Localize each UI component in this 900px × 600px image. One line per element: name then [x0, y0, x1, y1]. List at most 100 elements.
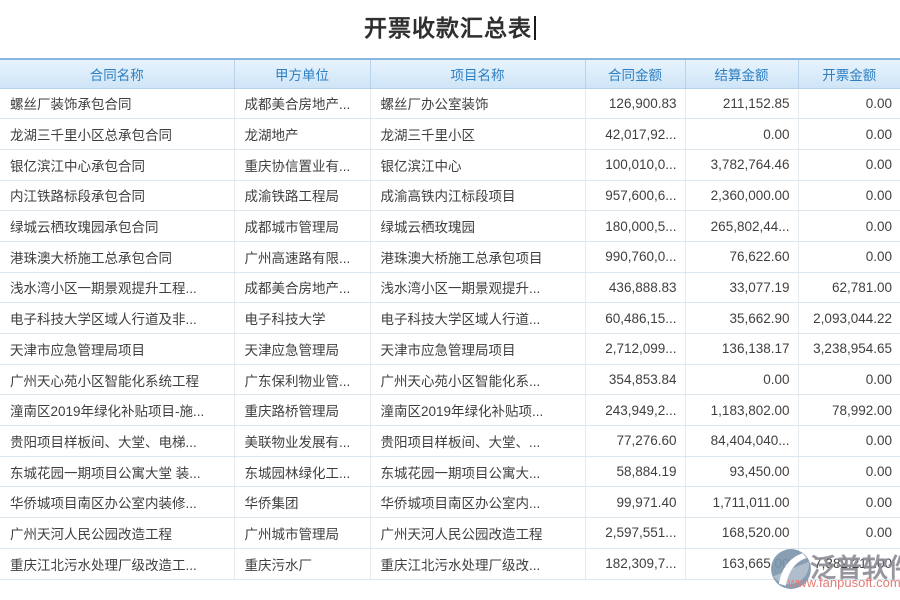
cell-contract-amount: 436,888.83: [584, 272, 685, 304]
title-bar: 开票收款汇总表: [0, 0, 900, 58]
cell-contract-amount: 990,760,0...: [584, 241, 685, 273]
cell-contract-name: 华侨城项目南区办公室内装修...: [0, 486, 234, 519]
cell-contract-name: 螺丝厂装饰承包合同: [0, 88, 234, 120]
table-row[interactable]: 天津市应急管理局项目 天津应急管理局 天津市应急管理局项目 2,712,099.…: [0, 333, 900, 365]
table-row[interactable]: 绿城云栖玫瑰园承包合同 成都城市管理局 绿城云栖玫瑰园 180,000,5...…: [0, 210, 900, 242]
column-header-settlement-amount[interactable]: 结算金额: [684, 58, 798, 89]
cell-contract-name: 港珠澳大桥施工总承包合同: [0, 241, 234, 273]
cell-party-a: 重庆协信置业有...: [233, 149, 370, 181]
cell-settlement-amount: 3,782,764.46: [684, 149, 798, 181]
cell-contract-name: 重庆江北污水处理厂级改造工...: [0, 548, 234, 580]
table-header: 合同名称 甲方单位 项目名称 合同金额 结算金额 开票金额: [0, 58, 900, 89]
cell-contract-amount: 100,010,0...: [584, 149, 685, 181]
cell-party-a: 成都美合房地产...: [233, 88, 370, 120]
table-row[interactable]: 内江铁路标段承包合同 成渝铁路工程局 成渝高铁内江标段项目 957,600,6.…: [0, 180, 900, 212]
table-row[interactable]: 广州天心苑小区智能化系统工程 广东保利物业管... 广州天心苑小区智能化系...…: [0, 364, 900, 396]
cell-settlement-amount: 93,450.00: [684, 456, 798, 488]
column-header-project-name[interactable]: 项目名称: [369, 58, 585, 89]
cell-settlement-amount: 35,662.90: [684, 302, 798, 334]
cell-project-name: 银亿滨江中心: [369, 149, 585, 181]
cell-contract-amount: 2,712,099...: [584, 333, 685, 365]
clipped-next-row: [0, 579, 900, 589]
cell-contract-name: 内江铁路标段承包合同: [0, 180, 234, 212]
cell-invoice-amount: 3,238,954.65: [797, 333, 900, 365]
cell-party-a: 成渝铁路工程局: [233, 180, 370, 212]
column-header-invoice-amount[interactable]: 开票金额: [797, 58, 900, 89]
cell-invoice-amount: 2,093,044.22: [797, 302, 900, 334]
cell-contract-name: 浅水湾小区一期景观提升工程...: [0, 272, 234, 304]
cell-contract-name: 龙湖三千里小区总承包合同: [0, 118, 234, 150]
cell-project-name: 贵阳项目样板间、大堂、...: [369, 425, 585, 457]
cell-invoice-amount: 0.00: [797, 486, 900, 519]
cell-project-name: 重庆江北污水处理厂级改...: [369, 548, 585, 580]
table-row[interactable]: 龙湖三千里小区总承包合同 龙湖地产 龙湖三千里小区 42,017,92... 0…: [0, 118, 900, 150]
cell-invoice-amount: 0.00: [797, 241, 900, 273]
table-row[interactable]: 电子科技大学区域人行道及非... 电子科技大学 电子科技大学区域人行道... 6…: [0, 302, 900, 334]
cell-contract-name: 天津市应急管理局项目: [0, 333, 234, 365]
column-header-party-a[interactable]: 甲方单位: [233, 58, 370, 89]
cell-invoice-amount: 0.00: [797, 88, 900, 120]
cell-contract-name: 贵阳项目样板间、大堂、电梯...: [0, 425, 234, 457]
cell-contract-amount: 77,276.60: [584, 425, 685, 457]
cell-contract-amount: 182,309,7...: [584, 548, 685, 580]
cell-contract-amount: 99,971.40: [584, 486, 685, 519]
column-header-contract-name[interactable]: 合同名称: [0, 58, 234, 89]
cell-contract-amount: 2,597,551...: [584, 517, 685, 549]
cell-settlement-amount: 76,622.60: [684, 241, 798, 273]
cell-invoice-amount: 0.00: [797, 364, 900, 396]
cell-contract-amount: 126,900.83: [584, 88, 685, 120]
watermark-brand-text: 泛普软件: [810, 553, 900, 583]
cell-project-name: 华侨城项目南区办公室内...: [369, 486, 585, 519]
cell-contract-name: 广州天河人民公园改造工程: [0, 517, 234, 549]
cell-contract-amount: 243,949,2...: [584, 394, 685, 427]
cell-contract-name: 东城花园一期项目公寓大堂 装...: [0, 456, 234, 488]
cell-project-name: 潼南区2019年绿化补贴项...: [369, 394, 585, 427]
cell-contract-amount: 180,000,5...: [584, 210, 685, 242]
cell-invoice-amount: 0.00: [797, 149, 900, 181]
cell-invoice-amount: 62,781.00: [797, 272, 900, 304]
cell-party-a: 广东保利物业管...: [233, 364, 370, 396]
cell-settlement-amount: 168,520.00: [684, 517, 798, 549]
cell-party-a: 美联物业发展有...: [233, 425, 370, 457]
column-header-contract-amount[interactable]: 合同金额: [584, 58, 685, 89]
cell-invoice-amount: 0.00: [797, 118, 900, 150]
table-row[interactable]: 螺丝厂装饰承包合同 成都美合房地产... 螺丝厂办公室装饰 126,900.83…: [0, 88, 900, 120]
table-row[interactable]: 银亿滨江中心承包合同 重庆协信置业有... 银亿滨江中心 100,010,0..…: [0, 149, 900, 181]
cell-settlement-amount: 265,802,44...: [684, 210, 798, 242]
cell-project-name: 龙湖三千里小区: [369, 118, 585, 150]
cell-party-a: 成都美合房地产...: [233, 272, 370, 304]
cell-settlement-amount: 1,711,011.00: [684, 486, 798, 519]
watermark-url-text: www.fanpusoft.com: [788, 575, 900, 590]
cell-party-a: 天津应急管理局: [233, 333, 370, 365]
table-row[interactable]: 港珠澳大桥施工总承包合同 广州高速路有限... 港珠澳大桥施工总承包项目 990…: [0, 241, 900, 273]
cell-settlement-amount: 0.00: [684, 118, 798, 150]
table-row[interactable]: 华侨城项目南区办公室内装修... 华侨集团 华侨城项目南区办公室内... 99,…: [0, 486, 900, 519]
cell-invoice-amount: 78,992.00: [797, 394, 900, 427]
cell-project-name: 电子科技大学区域人行道...: [369, 302, 585, 334]
cell-invoice-amount: 0.00: [797, 210, 900, 242]
cell-settlement-amount: 84,404,040...: [684, 425, 798, 457]
table-row[interactable]: 东城花园一期项目公寓大堂 装... 东城园林绿化工... 东城花园一期项目公寓大…: [0, 456, 900, 488]
table-row[interactable]: 广州天河人民公园改造工程 广州城市管理局 广州天河人民公园改造工程 2,597,…: [0, 517, 900, 549]
cell-party-a: 成都城市管理局: [233, 210, 370, 242]
cell-contract-amount: 42,017,92...: [584, 118, 685, 150]
cell-project-name: 绿城云栖玫瑰园: [369, 210, 585, 242]
summary-table: 合同名称 甲方单位 项目名称 合同金额 结算金额 开票金额 螺丝厂装饰承包合同 …: [0, 58, 900, 589]
table-row[interactable]: 浅水湾小区一期景观提升工程... 成都美合房地产... 浅水湾小区一期景观提升.…: [0, 272, 900, 304]
table-body: 螺丝厂装饰承包合同 成都美合房地产... 螺丝厂办公室装饰 126,900.83…: [0, 88, 900, 580]
cell-contract-name: 银亿滨江中心承包合同: [0, 149, 234, 181]
table-row[interactable]: 重庆江北污水处理厂级改造工... 重庆污水厂 重庆江北污水处理厂级改... 18…: [0, 548, 900, 580]
fanpu-logo-circle-icon: [771, 549, 811, 589]
cell-project-name: 天津市应急管理局项目: [369, 333, 585, 365]
cell-invoice-amount: 0.00: [797, 425, 900, 457]
cell-party-a: 电子科技大学: [233, 302, 370, 334]
table-row[interactable]: 贵阳项目样板间、大堂、电梯... 美联物业发展有... 贵阳项目样板间、大堂、.…: [0, 425, 900, 457]
cell-invoice-amount: 0.00: [797, 180, 900, 212]
table-row[interactable]: 潼南区2019年绿化补贴项目-施... 重庆路桥管理局 潼南区2019年绿化补贴…: [0, 394, 900, 427]
text-caret: [534, 16, 536, 40]
cell-settlement-amount: 136,138.17: [684, 333, 798, 365]
cell-party-a: 东城园林绿化工...: [233, 456, 370, 488]
cell-project-name: 成渝高铁内江标段项目: [369, 180, 585, 212]
cell-project-name: 东城花园一期项目公寓大...: [369, 456, 585, 488]
cell-contract-amount: 58,884.19: [584, 456, 685, 488]
